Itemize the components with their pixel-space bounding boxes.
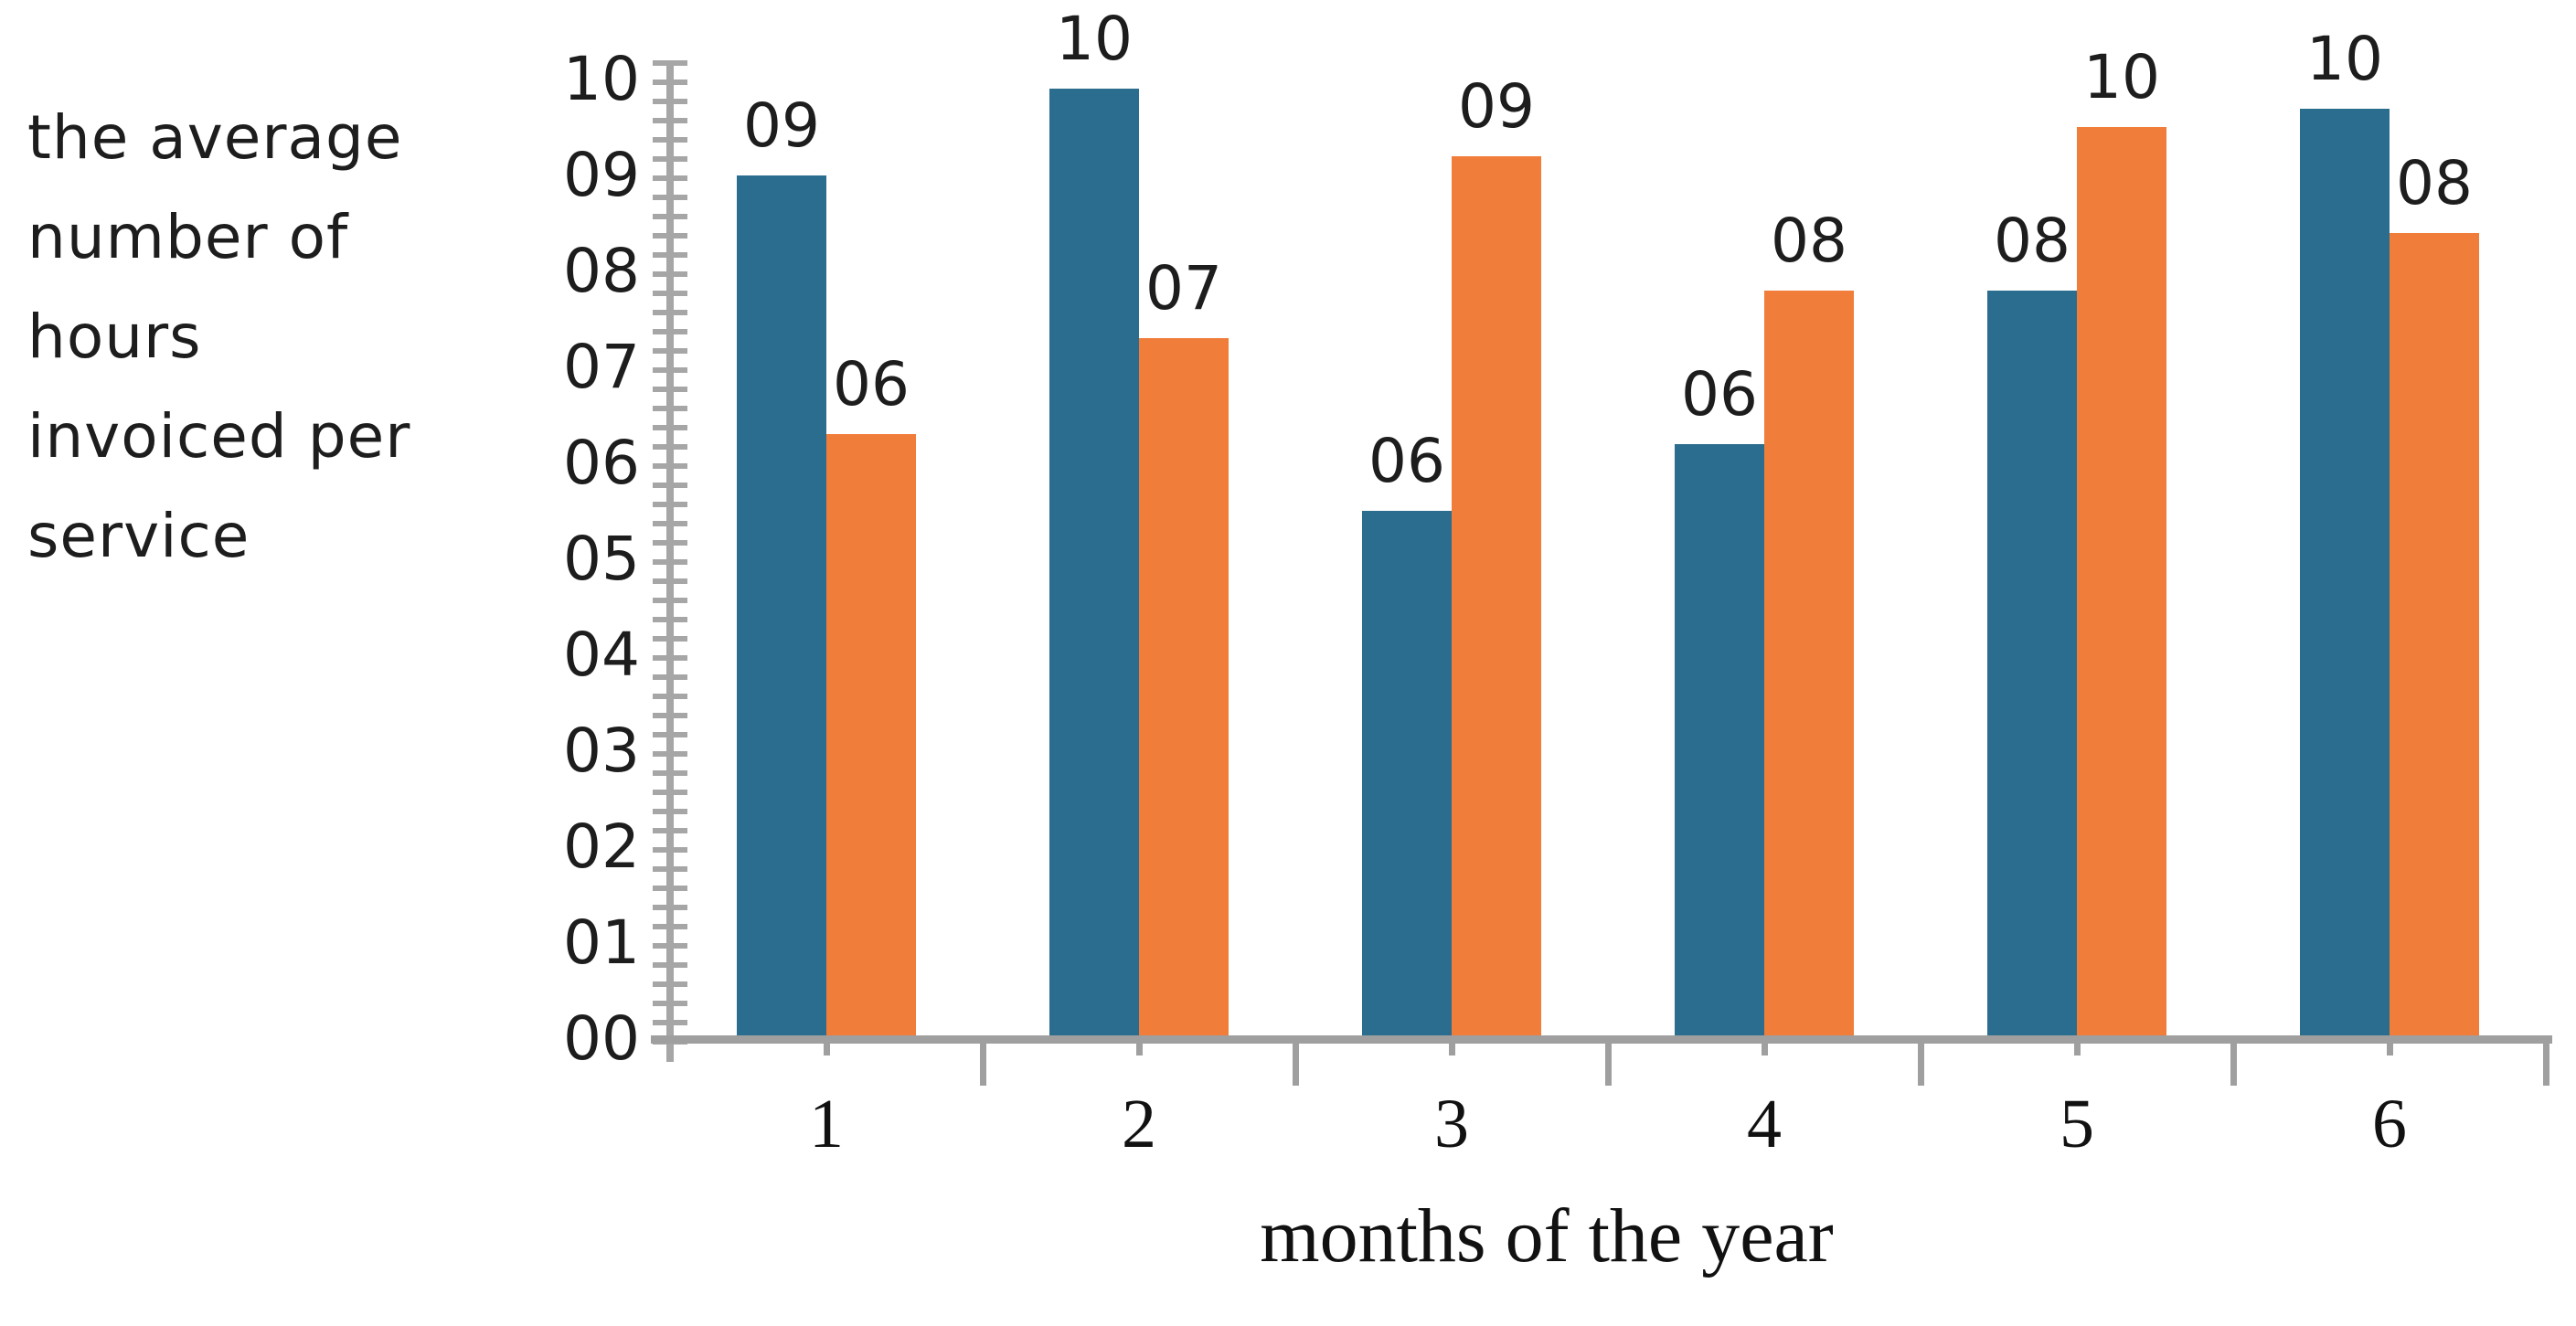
y-axis-title: the average number of hours invoiced per ser… <box>27 88 539 586</box>
bar-blue-month-3 <box>1362 511 1452 1039</box>
data-label-blue-month-6: 10 <box>2306 24 2383 94</box>
y-tick-label-04: 04 <box>563 620 640 690</box>
y-tick-label-07: 07 <box>563 332 640 402</box>
data-label-orange-month-4: 08 <box>1771 206 1847 276</box>
x-axis-line <box>651 1035 2552 1044</box>
x-axis-major-tick <box>2230 1035 2237 1086</box>
bar-blue-month-6 <box>2300 109 2390 1039</box>
bar-orange-month-3 <box>1452 156 1541 1039</box>
data-label-orange-month-1: 06 <box>833 349 910 419</box>
x-axis-major-tick <box>1918 1035 1924 1086</box>
x-tick-label-2: 2 <box>1122 1086 1156 1162</box>
x-tick-label-6: 6 <box>2372 1086 2407 1162</box>
y-axis-line <box>666 60 674 1062</box>
x-axis-major-tick <box>2543 1035 2549 1086</box>
x-tick-label-5: 5 <box>2060 1086 2094 1162</box>
y-tick-label-03: 03 <box>563 716 640 786</box>
bar-orange-month-1 <box>826 434 916 1039</box>
x-axis-major-tick <box>980 1035 986 1086</box>
x-axis-major-tick <box>1605 1035 1612 1086</box>
bar-orange-month-2 <box>1139 338 1229 1039</box>
x-axis-major-tick <box>1293 1035 1299 1086</box>
bar-orange-month-4 <box>1764 291 1854 1039</box>
y-tick-label-10: 10 <box>563 44 640 114</box>
bar-orange-month-5 <box>2077 127 2166 1039</box>
data-label-blue-month-3: 06 <box>1368 426 1445 496</box>
bar-blue-month-5 <box>1987 291 2077 1039</box>
x-axis-title: months of the year <box>1260 1193 1834 1278</box>
x-tick-label-3: 3 <box>1434 1086 1469 1162</box>
x-axis-minor-tick <box>1762 1041 1768 1055</box>
y-tick-label-09: 09 <box>563 140 640 210</box>
x-axis-minor-tick <box>824 1041 830 1055</box>
y-axis-title-line: hours <box>27 302 202 372</box>
data-label-blue-month-5: 08 <box>1994 206 2070 276</box>
y-tick-label-02: 02 <box>563 812 640 882</box>
y-axis-title-line: invoiced per <box>27 401 411 472</box>
y-tick-label-06: 06 <box>563 428 640 498</box>
x-axis-minor-tick <box>1449 1041 1455 1055</box>
bar-blue-month-2 <box>1049 89 1139 1039</box>
data-label-orange-month-5: 10 <box>2083 42 2160 112</box>
x-axis-minor-tick <box>2074 1041 2081 1055</box>
y-axis-title-line: number of <box>27 202 349 272</box>
bar-blue-month-1 <box>737 175 826 1039</box>
x-tick-label-1: 1 <box>809 1086 844 1162</box>
bar-orange-month-6 <box>2390 233 2479 1039</box>
y-tick-label-05: 05 <box>563 524 640 594</box>
data-label-orange-month-3: 09 <box>1458 71 1535 142</box>
y-tick-label-00: 00 <box>563 1003 640 1074</box>
data-label-blue-month-1: 09 <box>743 90 820 161</box>
bar-blue-month-4 <box>1675 444 1764 1039</box>
data-label-blue-month-2: 10 <box>1056 4 1133 74</box>
x-tick-label-4: 4 <box>1747 1086 1782 1162</box>
y-tick-label-01: 01 <box>563 907 640 978</box>
data-label-orange-month-2: 07 <box>1145 253 1222 324</box>
x-axis-minor-tick <box>1136 1041 1143 1055</box>
y-axis-title-line: the average <box>27 102 403 173</box>
x-axis-minor-tick <box>2387 1041 2393 1055</box>
data-label-orange-month-6: 08 <box>2396 148 2473 218</box>
y-tick-label-08: 08 <box>563 236 640 306</box>
data-label-blue-month-4: 06 <box>1681 359 1758 430</box>
y-axis-title-line: service <box>27 501 250 571</box>
